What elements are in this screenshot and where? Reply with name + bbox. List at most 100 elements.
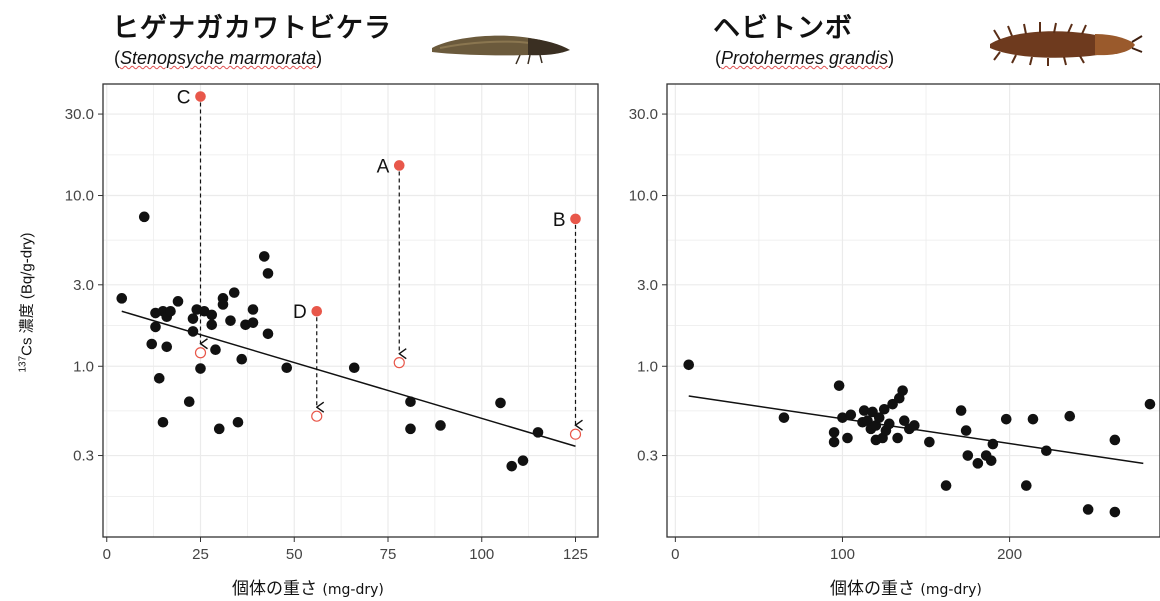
highlighted-point [195, 91, 206, 102]
plot-frame [102, 83, 599, 538]
highlighted-point [570, 213, 581, 225]
x-tick-label: 100 [830, 546, 855, 563]
y-tick-label: 1.0 [637, 358, 658, 375]
left-panel-title: ヒゲナガカワトビケラ [112, 13, 392, 44]
data-point [172, 296, 184, 307]
y-tick-label: 1.0 [73, 358, 94, 375]
data-point [532, 427, 544, 438]
y-tick-label: 3.0 [637, 277, 658, 294]
data-point [405, 423, 416, 435]
y-tick-label: 3.0 [73, 277, 94, 294]
x-tick-label: 0 [671, 546, 679, 563]
data-point [161, 341, 173, 353]
data-point [183, 396, 195, 408]
data-point [187, 313, 199, 324]
data-point [206, 309, 218, 321]
data-point [495, 397, 506, 409]
right-x-axis-label: 個体の重さ (mg-dry) [830, 574, 982, 599]
left-panel-subtitle: (Stenopsyche marmorata) [114, 48, 322, 69]
caddisfly-larva-photo-icon [432, 35, 570, 65]
data-point [153, 373, 165, 384]
data-point [878, 403, 890, 415]
highlight-label: C [177, 88, 191, 109]
plot-frame [666, 83, 1160, 538]
data-point [955, 405, 967, 416]
right-panel-plot: 0 100 200 0.3 1.0 3.0 10.0 30.0 [629, 83, 1160, 563]
data-point [1027, 413, 1039, 425]
right-panel-subtitle: (Protohermes grandis) [715, 48, 894, 69]
data-point [1000, 413, 1012, 425]
highlighted-point [393, 160, 405, 171]
data-point [506, 460, 518, 472]
right-subtitle-close: ) [888, 48, 895, 68]
data-point [972, 458, 984, 469]
data-point [116, 293, 128, 304]
y-tick-label: 10.0 [65, 188, 94, 205]
right-subtitle-open: ( [715, 48, 721, 68]
highlight-label: D [293, 302, 307, 323]
data-point [924, 436, 935, 448]
y-tick-label: 10.0 [629, 188, 658, 205]
data-point [195, 363, 206, 374]
data-point [232, 416, 244, 428]
data-point [517, 455, 529, 466]
data-point [899, 415, 910, 426]
data-point [225, 315, 236, 326]
left-panel-plot: 0 25 50 75 100 125 0.3 1.0 3.0 10.0 30.0 C A B D [65, 83, 599, 563]
data-point [206, 319, 218, 331]
data-point [873, 412, 885, 423]
left-x-axis-label-main: 個体の重さ [232, 579, 317, 599]
data-point [960, 425, 972, 436]
data-point [683, 359, 695, 371]
data-point [883, 418, 895, 430]
data-point [837, 412, 848, 423]
data-point [217, 299, 229, 310]
data-point [150, 321, 161, 333]
data-point [210, 344, 221, 356]
left-subtitle-open: ( [114, 48, 120, 68]
highlighted-point-corrected [311, 410, 323, 422]
data-point [833, 380, 845, 391]
dobsonfly-larva-photo-icon [990, 22, 1143, 66]
data-point [258, 251, 270, 262]
data-point [858, 405, 870, 416]
right-x-axis-label-main: 個体の重さ [830, 579, 915, 599]
data-point [897, 385, 908, 396]
data-point [892, 432, 903, 444]
data-point [1109, 506, 1121, 518]
data-point [845, 409, 857, 421]
x-tick-label: 50 [286, 546, 303, 563]
y-tick-label: 30.0 [65, 106, 94, 123]
x-tick-label: 125 [563, 546, 588, 563]
left-x-axis-label: 個体の重さ (mg-dry) [232, 574, 384, 599]
data-point [828, 427, 840, 438]
data-point [138, 211, 150, 223]
highlight-label: A [377, 156, 390, 177]
data-point [862, 415, 873, 426]
data-point [985, 455, 997, 466]
data-point [348, 362, 360, 374]
x-tick-label: 200 [997, 546, 1022, 563]
data-point [157, 416, 169, 428]
y-axis-label: 137Cs 濃度 (Bq/g-dry) [16, 232, 37, 372]
y-axis-label-unit: (Bq/g-dry) [18, 232, 36, 300]
data-point [262, 268, 274, 279]
data-point [262, 328, 274, 340]
highlighted-point-corrected [194, 347, 207, 359]
highlighted-point [311, 305, 323, 317]
data-point [281, 362, 293, 374]
data-point [228, 287, 240, 298]
left-x-axis-label-unit: (mg-dry) [322, 582, 384, 598]
data-point [187, 326, 199, 337]
y-tick-label: 30.0 [629, 106, 658, 123]
data-point [828, 436, 840, 448]
data-point [1041, 445, 1052, 457]
y-tick-label: 0.3 [73, 448, 94, 465]
data-point [435, 420, 446, 431]
y-tick-label: 0.3 [637, 448, 658, 465]
x-tick-label: 0 [103, 546, 111, 563]
data-point [1109, 434, 1121, 446]
right-x-axis-label-unit: (mg-dry) [920, 582, 982, 598]
highlighted-point-corrected [393, 357, 405, 369]
